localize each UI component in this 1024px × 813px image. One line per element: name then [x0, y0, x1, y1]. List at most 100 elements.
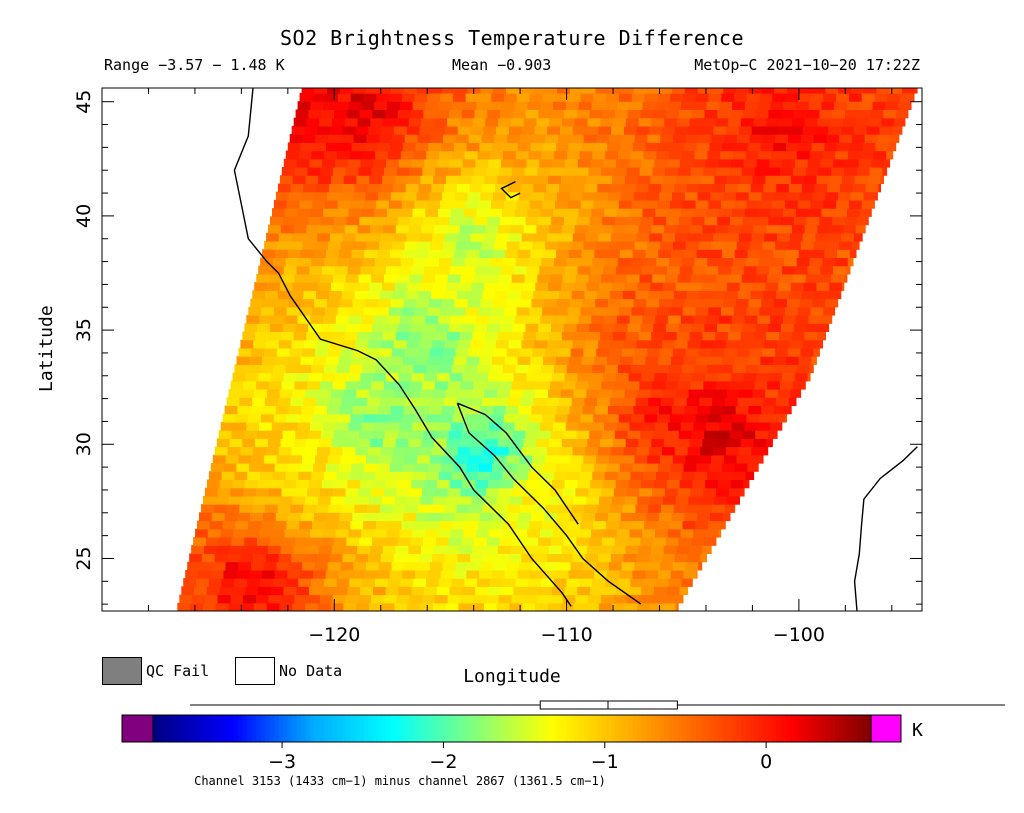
heatmap-cell: [751, 446, 765, 456]
heatmap-cell: [268, 487, 283, 497]
heatmap-cell: [278, 339, 293, 349]
heatmap-cell: [495, 553, 510, 563]
heatmap-cell: [641, 586, 655, 596]
heatmap-cell: [837, 142, 851, 152]
heatmap-cell: [324, 413, 339, 423]
heatmap-cell: [336, 364, 351, 374]
heatmap-cell: [415, 249, 429, 258]
heatmap-cell: [423, 323, 437, 332]
heatmap-cell: [481, 241, 495, 250]
heatmap-cell: [538, 430, 552, 439]
heatmap-cell: [471, 282, 485, 291]
heatmap-cell: [266, 232, 280, 242]
heatmap-cell: [373, 372, 387, 382]
heatmap-cell: [683, 356, 697, 365]
heatmap-cell: [379, 397, 394, 406]
heatmap-cell: [233, 421, 247, 431]
heatmap-cell: [391, 561, 405, 571]
heatmap-cell: [705, 479, 719, 489]
heatmap-cell: [632, 463, 646, 472]
heatmap-cell: [413, 150, 427, 160]
heatmap-cell: [592, 578, 606, 587]
heatmap-cell: [466, 142, 480, 152]
heatmap-cell: [631, 199, 646, 209]
heatmap-cell: [690, 380, 704, 390]
heatmap-cell: [730, 479, 745, 489]
heatmap-cell: [643, 257, 657, 267]
heatmap-cell: [434, 117, 448, 127]
heatmap-cell: [824, 249, 838, 258]
heatmap-cell: [818, 273, 832, 283]
heatmap-cell: [796, 364, 811, 374]
heatmap-cell: [414, 520, 428, 530]
heatmap-cell: [553, 315, 567, 324]
heatmap-cell: [537, 273, 551, 283]
heatmap-cell: [744, 421, 758, 431]
heatmap-cell: [344, 224, 359, 234]
heatmap-cell: [233, 528, 247, 538]
heatmap-cell: [577, 158, 592, 168]
heatmap-cell: [759, 413, 773, 423]
heatmap-cell: [443, 504, 458, 513]
heatmap-cell: [589, 430, 603, 439]
heatmap-cell: [379, 134, 393, 143]
heatmap-cell: [403, 191, 418, 201]
heatmap-cell: [729, 216, 744, 226]
heatmap-cell: [730, 109, 744, 119]
heatmap-cell: [781, 323, 795, 332]
heatmap-cell: [801, 183, 816, 193]
heatmap-cell: [820, 265, 834, 275]
heatmap-cell: [430, 347, 444, 357]
heatmap-cell: [291, 232, 305, 242]
heatmap-cell: [746, 413, 760, 423]
heatmap-cell: [653, 537, 667, 546]
heatmap-cell: [548, 389, 562, 398]
heatmap-cell: [601, 487, 615, 497]
heatmap-cell: [257, 537, 271, 546]
heatmap-cell: [596, 241, 610, 250]
heatmap-cell: [375, 471, 389, 480]
heatmap-cell: [731, 208, 746, 217]
heatmap-cell: [651, 224, 665, 234]
heatmap-cell: [694, 150, 708, 160]
heatmap-cell: [506, 561, 520, 571]
heatmap-cell: [425, 421, 439, 431]
heatmap-cell: [835, 257, 849, 267]
heatmap-cell: [310, 315, 324, 324]
colorbar-segment: [498, 715, 504, 742]
heatmap-cell: [438, 208, 452, 217]
heatmap-cell: [513, 265, 528, 275]
heatmap-cell: [369, 282, 383, 291]
heatmap-cell: [704, 537, 717, 546]
heatmap-cell: [657, 413, 671, 423]
colorbar-over: [870, 714, 902, 743]
heatmap-cell: [300, 249, 314, 258]
heatmap-cell: [533, 290, 547, 300]
heatmap-cell: [847, 101, 861, 110]
heatmap-cell: [268, 380, 283, 390]
heatmap-cell: [352, 88, 367, 94]
heatmap-cell: [234, 578, 248, 587]
heatmap-cell: [342, 553, 356, 563]
heatmap-cell: [740, 331, 755, 341]
heatmap-cell: [321, 216, 335, 226]
heatmap-cell: [448, 430, 463, 439]
heatmap-cell: [645, 569, 659, 579]
colorbar-segment: [772, 715, 778, 742]
heatmap-cell: [562, 167, 577, 176]
heatmap-cell: [479, 569, 493, 579]
heatmap-cell: [391, 454, 406, 464]
heatmap-cell: [281, 167, 296, 176]
heatmap-cell: [758, 257, 772, 267]
heatmap-cell: [513, 479, 527, 489]
heatmap-cell: [412, 315, 426, 324]
heatmap-cell: [350, 413, 364, 423]
heatmap-cell: [393, 553, 407, 563]
heatmap-cell: [209, 520, 224, 530]
heatmap-cell: [586, 282, 600, 291]
heatmap-cell: [583, 454, 597, 464]
heatmap-cell: [266, 339, 280, 349]
colorbar-segment: [736, 715, 742, 742]
heatmap-cell: [285, 578, 299, 587]
heatmap-cell: [525, 537, 539, 546]
